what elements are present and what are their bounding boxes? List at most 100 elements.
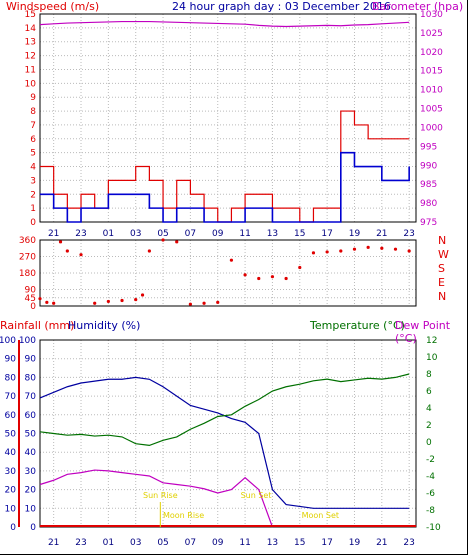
direction-point [284, 276, 288, 281]
wind-tick-label: 1 [30, 204, 36, 214]
temperature-tick-label: -6 [426, 489, 435, 499]
wind-tick-label: 4 [30, 163, 36, 173]
graph-date-title: 24 hour graph day : 03 December 2016 [172, 0, 391, 13]
direction-point [380, 246, 384, 250]
rain-tick-label: 10 [5, 504, 17, 514]
temperature-tick-label: -4 [426, 472, 435, 482]
barometer-tick-label: 975 [420, 218, 437, 228]
direction-point [339, 249, 343, 253]
time-tick-label: 05 [157, 538, 168, 548]
windspeed-title: Windspeed (m/s) [6, 0, 100, 13]
barometer-tick-label: 1010 [420, 86, 443, 96]
barometer-tick-label: 1000 [420, 123, 443, 133]
rain-tick-label: 40 [5, 448, 17, 458]
temperature-line [39, 373, 410, 447]
compass-label: N [438, 234, 446, 247]
time-tick-label: 21 [376, 538, 387, 548]
time-tick-label: 13 [267, 229, 278, 239]
direction-point [134, 297, 138, 302]
rain-tick-label: 20 [5, 486, 17, 496]
rain-tick-label: 60 [5, 411, 17, 421]
temperature-tick-label: 0 [426, 438, 432, 448]
temperature-tick-label: -10 [426, 523, 441, 533]
temperature-tick-label: 12 [426, 336, 437, 346]
direction-point [216, 300, 220, 304]
direction-point [175, 240, 179, 244]
wind-tick-label: 2 [30, 190, 36, 200]
direction-point [52, 301, 56, 305]
direction-point [93, 301, 97, 305]
temperature-tick-label: 6 [426, 387, 432, 397]
temperature-tick-label: 2 [426, 421, 432, 431]
direction-point [257, 276, 261, 281]
barometer-title: Barometer (hpa) [372, 0, 464, 13]
time-tick-label: 23 [75, 229, 86, 239]
humidity-tick-label: 30 [25, 467, 37, 477]
dewpoint-title: Dew Point (°C) [395, 319, 451, 345]
direction-tick-label: 0 [30, 302, 36, 312]
direction-point [161, 238, 165, 242]
wind-tick-label: 0 [30, 218, 36, 228]
barometer-tick-label: 1015 [420, 67, 443, 77]
humidity-tick-label: 80 [25, 373, 37, 383]
time-tick-label: 15 [294, 229, 305, 239]
compass-label: S [438, 262, 445, 275]
humidity-tick-label: 60 [25, 411, 37, 421]
astro-annotation: Moon Set [302, 511, 339, 520]
time-tick-label: 09 [212, 229, 224, 239]
direction-point [65, 249, 69, 253]
temperature-tick-label: 8 [426, 370, 432, 380]
direction-point [325, 250, 329, 254]
direction-point [311, 251, 316, 255]
rainfall-title: Rainfall (mm) [0, 319, 75, 332]
direction-point [202, 301, 206, 305]
time-tick-label: 01 [103, 538, 114, 548]
time-tick-label: 09 [212, 538, 224, 548]
wind-tick-label: 15 [25, 10, 36, 20]
time-tick-label: 07 [185, 538, 196, 548]
grids [40, 13, 416, 528]
direction-tick-label: 90 [25, 286, 37, 296]
direction-tick-label: 180 [19, 269, 36, 279]
wind-frame [39, 13, 417, 223]
time-tick-label: 03 [130, 538, 141, 548]
direction-point [188, 302, 192, 306]
astro-annotation: Sun Rise [143, 491, 178, 500]
time-tick-label: 21 [48, 229, 59, 239]
time-tick-label: 21 [376, 229, 387, 239]
wind-tick-label: 12 [25, 52, 36, 62]
time-tick-label: 23 [403, 538, 414, 548]
direction-point [270, 275, 275, 279]
humidity-tick-label: 40 [25, 448, 37, 458]
wind-tick-label: 9 [30, 93, 36, 103]
barometer-tick-label: 1025 [420, 29, 443, 39]
barometer-tick-label: 1005 [420, 105, 443, 115]
barometer-tick-label: 980 [420, 199, 437, 209]
barometer-tick-label: 1030 [420, 10, 443, 20]
wind-average-line [40, 151, 410, 223]
time-tick-label: 01 [103, 229, 114, 239]
humidity-title: Humidity (%) [68, 319, 141, 332]
direction-frame [39, 239, 417, 307]
wind-tick-label: 8 [30, 107, 36, 117]
direction-point [229, 258, 234, 262]
wind-tick-label: 7 [30, 121, 36, 131]
direction-tick-label: 45 [25, 294, 36, 304]
direction-point [366, 245, 370, 249]
temperature-tick-label: 10 [426, 353, 438, 363]
wind-tick-label: 6 [30, 135, 36, 145]
direction-point [58, 240, 63, 244]
series [38, 20, 416, 528]
rain-tick-label: 30 [5, 467, 17, 477]
humidity-tick-label: 70 [25, 392, 37, 402]
compass-label: W [438, 248, 449, 261]
astro-annotation: Moon Rise [163, 511, 204, 520]
time-tick-label: 05 [157, 229, 168, 239]
wind-tick-label: 11 [25, 65, 36, 75]
time-tick-label: 21 [48, 538, 59, 548]
rain-tick-label: 80 [5, 373, 17, 383]
direction-tick-label: 270 [19, 253, 36, 263]
direction-point [140, 293, 145, 297]
